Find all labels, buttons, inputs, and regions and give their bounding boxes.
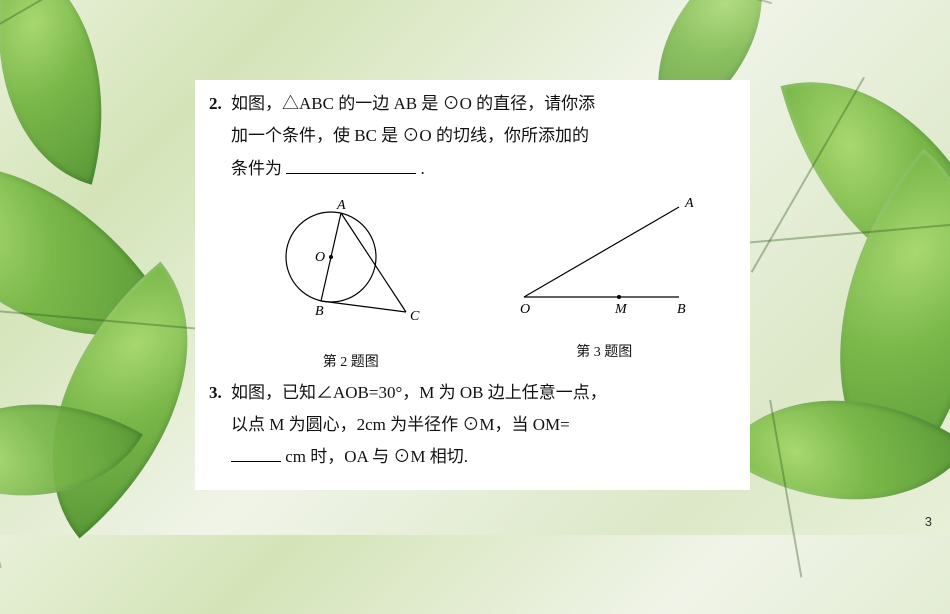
problem-3-line1: 如图，已知∠AOB=30°，M 为 OB 边上任意一点， [231,383,607,402]
problem-2-line3-pre: 条件为 [231,159,282,178]
figures-row: A O B C 第 2 题图 O A M B 第 3 题图 [229,187,736,377]
problem-3-line2: 以点 M 为圆心，2cm 为半径作 ⊙M，当 OM= [231,415,570,434]
figure-3-col: O A M B 第 3 题图 [504,187,704,377]
problem-2-line1: 如图，△ABC 的一边 AB 是 ⊙O 的直径，请你添 [231,94,595,113]
problem-text: 如图，已知∠AOB=30°，M 为 OB 边上任意一点， 以点 M 为圆心，2c… [231,377,736,474]
figure-3-diagram: O A M B [504,187,704,327]
svg-text:O: O [520,302,530,317]
document-page: 2. 如图，△ABC 的一边 AB 是 ⊙O 的直径，请你添 加一个条件，使 B… [195,80,750,490]
problem-2-line3-post: . [421,159,425,178]
problem-3: 3. 如图，已知∠AOB=30°，M 为 OB 边上任意一点， 以点 M 为圆心… [209,377,736,474]
figure-3-caption: 第 3 题图 [504,340,704,367]
problem-number: 2. [209,88,231,185]
svg-text:O: O [315,250,325,265]
svg-text:C: C [410,309,420,324]
svg-text:B: B [677,302,686,317]
svg-text:A: A [684,196,694,211]
blank-fill [286,157,416,174]
svg-text:A: A [336,198,346,213]
svg-text:M: M [614,302,628,317]
problem-text: 如图，△ABC 的一边 AB 是 ⊙O 的直径，请你添 加一个条件，使 BC 是… [231,88,736,185]
svg-text:B: B [315,304,324,319]
figure-2-caption: 第 2 题图 [261,350,441,377]
problem-2: 2. 如图，△ABC 的一边 AB 是 ⊙O 的直径，请你添 加一个条件，使 B… [209,88,736,185]
figure-2-diagram: A O B C [261,187,441,337]
figure-2-col: A O B C 第 2 题图 [261,187,441,377]
problem-number: 3. [209,377,231,474]
page-number: 3 [925,514,932,529]
problem-2-line2: 加一个条件，使 BC 是 ⊙O 的切线，你所添加的 [231,126,589,145]
blank-fill [231,445,281,462]
problem-3-line3-post: cm 时，OA 与 ⊙M 相切. [285,447,468,466]
leaf-decoration [0,0,143,185]
